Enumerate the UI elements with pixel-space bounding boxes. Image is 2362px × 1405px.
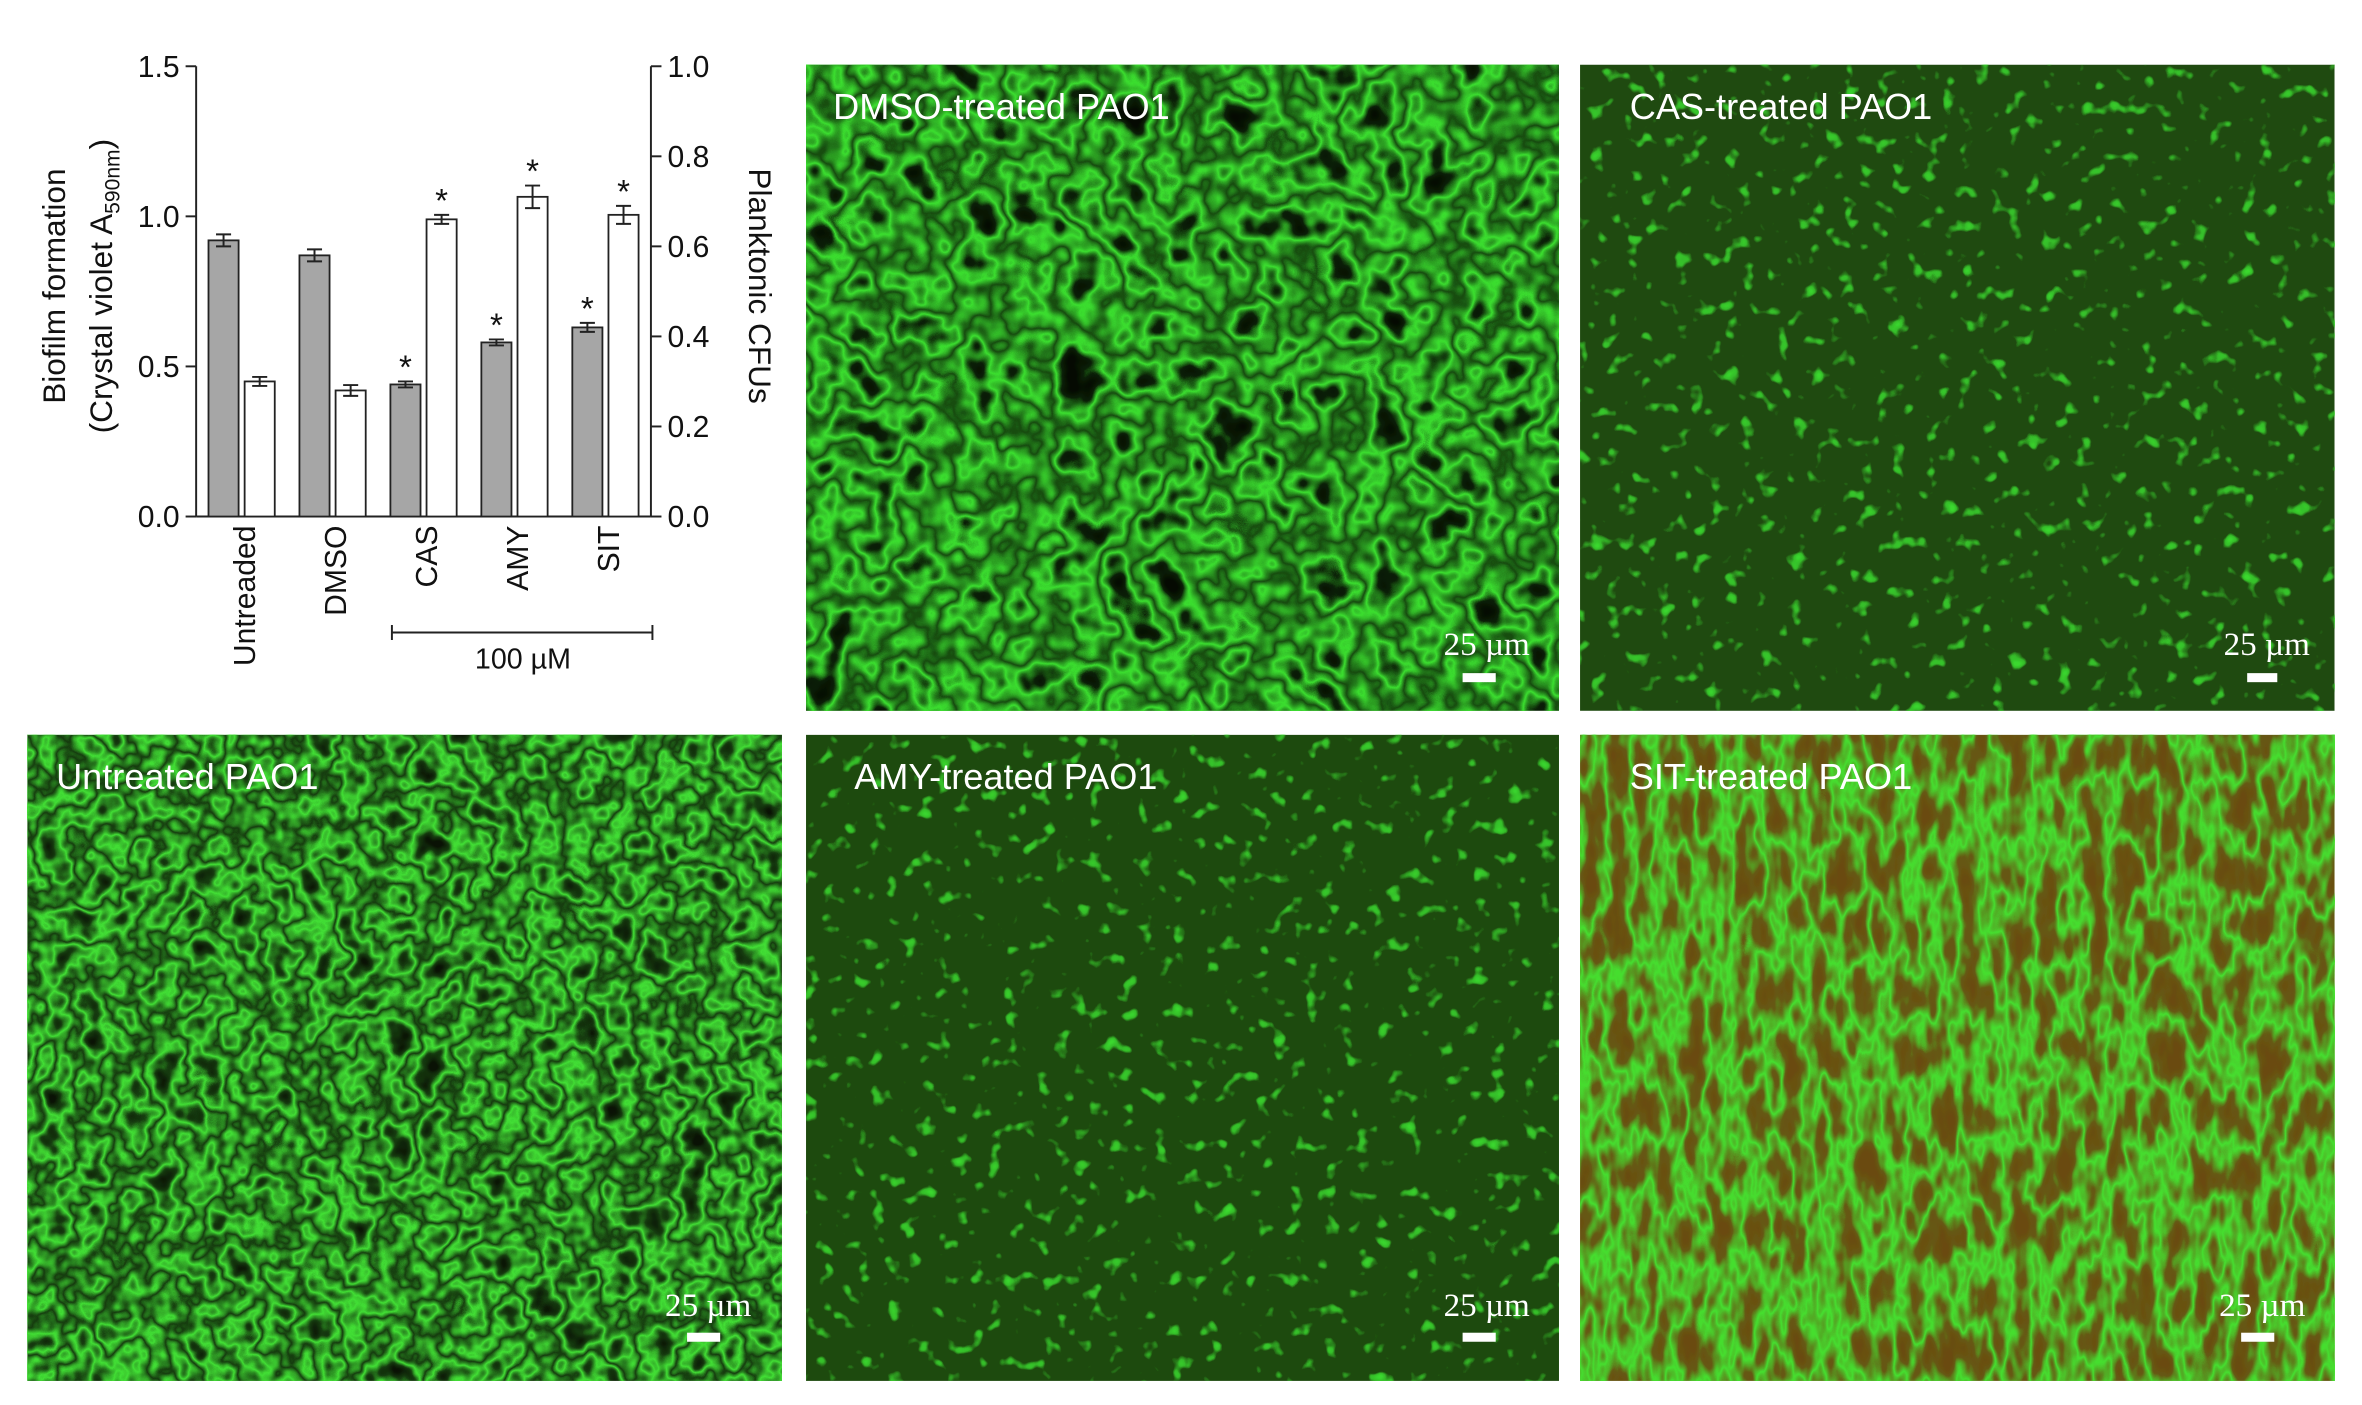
scale-label: 25 µm (665, 1287, 751, 1324)
panel-label: SIT-treated PAO1 (1630, 756, 1912, 797)
bar (571, 326, 604, 518)
y2-tick-label: 1.0 (667, 51, 709, 84)
bar (516, 195, 549, 518)
y-tick-label: 0.5 (138, 351, 180, 384)
error-bar (397, 380, 413, 389)
error-bar (306, 248, 323, 263)
bar (425, 218, 458, 518)
error-bar (216, 233, 232, 248)
panel-label: AMY-treated PAO1 (854, 756, 1157, 797)
y2-axis-label: Planktonic CFUs (742, 168, 778, 403)
significance-marker: * (617, 174, 630, 211)
panel: Untreated PAO1 25 µm (27, 734, 782, 1381)
y-tick-label: 1.5 (138, 51, 180, 84)
error-bar (525, 184, 541, 210)
y-label-part: 590nm (101, 149, 124, 213)
x-tick-label: AMY (502, 526, 535, 591)
bar (389, 383, 422, 518)
bar (207, 239, 240, 518)
bar (334, 389, 367, 518)
scale-label: 25 µm (2219, 1287, 2305, 1324)
significance-marker: * (581, 291, 594, 328)
y-label-part: ) (83, 139, 119, 150)
significance-marker: * (399, 349, 412, 386)
error-bar (434, 213, 450, 225)
y-axis-label: Biofilm formation (36, 168, 72, 403)
y-axis-label: (Crystal violet A590nm) (83, 139, 125, 434)
panel-label: DMSO-treated PAO1 (833, 86, 1170, 127)
group-bracket (390, 624, 654, 641)
bar (243, 380, 276, 518)
panel-label: CAS-treated PAO1 (1630, 86, 1933, 127)
y-tick-label: 0.0 (138, 501, 180, 534)
group-label: 100 µM (475, 644, 571, 676)
significance-marker: * (526, 154, 539, 191)
y2-tick-label: 0.6 (667, 231, 709, 264)
panel: DMSO-treated PAO1 25 µm (806, 64, 1559, 711)
significance-marker: * (435, 183, 448, 220)
x-tick-label: Untreaded (229, 526, 262, 667)
y2-tick-label: 0.8 (667, 141, 709, 174)
scale-label: 25 µm (2224, 626, 2310, 663)
error-bar (488, 338, 504, 347)
y2-tick-label: 0.2 (667, 411, 709, 444)
y-label-part: (Crystal violet A (83, 213, 119, 433)
error-bar (615, 204, 632, 225)
x-tick-label: CAS (411, 526, 444, 588)
panel: AMY-treated PAO1 25 µm (806, 734, 1559, 1381)
y2-tick-label: 0.0 (667, 501, 709, 534)
bar (607, 213, 640, 518)
y2-tick-label: 0.4 (667, 321, 709, 354)
panel: CAS-treated PAO1 25 µm (1580, 64, 2335, 711)
error-bar (252, 375, 268, 387)
y-tick-label: 1.0 (138, 201, 180, 234)
error-bar (343, 384, 359, 397)
error-bar (579, 321, 595, 333)
scale-label: 25 µm (1444, 1287, 1530, 1324)
x-tick-label: DMSO (320, 526, 353, 616)
scale-label: 25 µm (1444, 626, 1530, 663)
bar (480, 341, 513, 518)
significance-marker: * (490, 307, 503, 344)
panel-label: Untreated PAO1 (56, 756, 318, 797)
x-tick-label: SIT (593, 526, 626, 573)
panel: SIT-treated PAO1 25 µm (1580, 734, 2335, 1381)
y-label-part: Biofilm formation (36, 168, 72, 403)
bar (298, 254, 331, 518)
